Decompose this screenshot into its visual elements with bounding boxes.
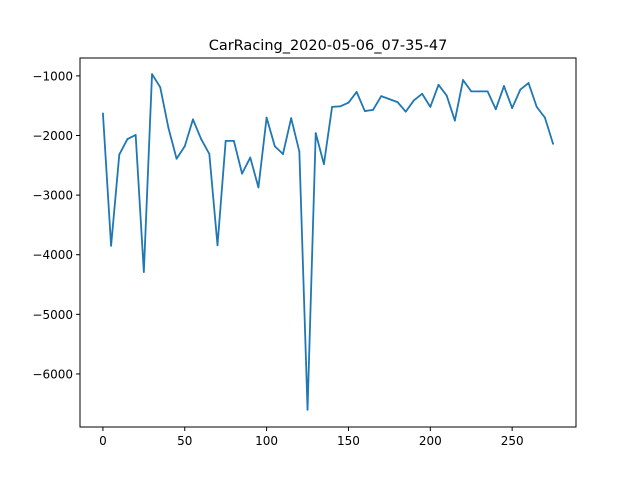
data-point	[453, 119, 456, 122]
data-point	[110, 244, 112, 247]
data-point	[511, 107, 514, 109]
data-point	[445, 94, 448, 97]
data-point	[363, 110, 366, 112]
data-point	[151, 73, 153, 75]
x-tick-label: 250	[501, 434, 524, 448]
data-point	[102, 112, 104, 115]
data-point	[339, 105, 342, 108]
data-point	[478, 90, 481, 93]
chart-title: CarRacing_2020-05-06_07-35-47	[209, 38, 448, 54]
data-point	[142, 271, 145, 273]
x-tick-label: 200	[419, 434, 442, 448]
data-point	[388, 98, 391, 101]
data-point	[273, 145, 276, 148]
data-point	[134, 134, 137, 136]
data-point	[298, 150, 301, 153]
data-point	[200, 138, 203, 140]
axes-frame	[79, 57, 577, 428]
data-point	[323, 163, 325, 166]
data-point	[126, 138, 129, 140]
x-tick-label: 0	[99, 434, 107, 448]
data-point	[208, 153, 211, 155]
data-point	[421, 92, 424, 95]
data-point	[527, 82, 530, 84]
y-tick-label: −1000	[32, 69, 73, 83]
data-point	[224, 139, 227, 142]
x-tick-label: 100	[255, 434, 278, 448]
data-point	[331, 105, 333, 108]
data-point	[232, 139, 235, 142]
data-point	[429, 105, 432, 108]
data-point	[159, 86, 162, 89]
data-point	[355, 91, 358, 93]
data-point	[241, 172, 243, 175]
plot-area	[102, 73, 554, 411]
data-point	[494, 108, 497, 111]
series-line	[102, 73, 554, 411]
data-point	[257, 186, 260, 189]
data-point	[462, 79, 464, 81]
data-point	[380, 95, 383, 98]
data-point	[265, 116, 268, 119]
data-point	[535, 105, 538, 108]
data-point	[347, 101, 350, 104]
data-point	[314, 132, 317, 135]
data-point	[503, 85, 505, 87]
data-point	[544, 116, 546, 119]
y-axis: −6000 −5000 −4000 −3000 −2000 −1000	[32, 69, 80, 381]
data-point	[183, 145, 186, 148]
data-point	[290, 117, 293, 120]
data-point	[118, 153, 121, 156]
data-point	[192, 118, 194, 121]
y-tick-label: −5000	[32, 308, 73, 322]
x-axis: 0 50 100 150 200 250	[99, 427, 524, 448]
data-point	[437, 83, 440, 86]
data-point	[486, 90, 489, 93]
data-point	[396, 101, 399, 104]
data-point	[249, 156, 252, 159]
data-point	[306, 408, 309, 411]
y-tick-label: −3000	[32, 189, 73, 203]
data-point	[372, 108, 374, 111]
y-tick-label: −4000	[32, 248, 73, 262]
y-tick-label: −2000	[32, 129, 73, 143]
data-point	[413, 99, 415, 102]
data-point	[175, 157, 178, 160]
x-tick-label: 150	[337, 434, 360, 448]
x-tick-label: 50	[177, 434, 192, 448]
data-point	[470, 90, 473, 93]
data-point	[552, 142, 554, 145]
data-point	[282, 153, 284, 155]
data-point	[167, 126, 170, 129]
y-tick-label: −6000	[32, 367, 73, 381]
data-point	[216, 244, 219, 247]
data-point	[519, 88, 522, 91]
data-point	[404, 110, 407, 113]
